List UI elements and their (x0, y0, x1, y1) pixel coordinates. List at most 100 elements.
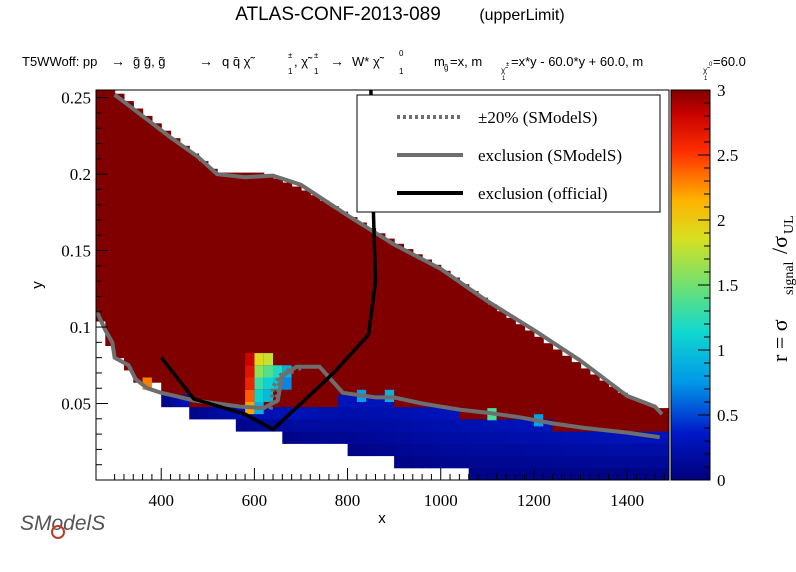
heatmap-cell (552, 382, 563, 395)
heatmap-cell (524, 369, 535, 383)
heatmap-cell (655, 431, 665, 444)
heatmap-cell (394, 320, 404, 334)
heatmap-cell (431, 333, 442, 346)
heatmap-cell (450, 382, 460, 395)
heatmap-cell (431, 431, 442, 444)
heatmap-cell (496, 455, 507, 469)
heatmap-cell (114, 235, 125, 249)
heatmap-cell (291, 308, 302, 322)
heatmap-cell (301, 223, 311, 236)
heatmap-cell (347, 320, 358, 334)
heatmap-cell (384, 369, 395, 383)
heatmap-cell (506, 382, 516, 395)
heatmap-cell (506, 406, 516, 420)
heatmap-cell (170, 382, 181, 395)
heatmap-cell (338, 394, 349, 408)
heatmap-cell (375, 369, 386, 383)
heatmap-cell (412, 357, 423, 371)
heatmap-cell (226, 198, 237, 212)
heatmap-cell (543, 369, 554, 383)
heatmap-cell (282, 406, 293, 420)
heatmap-cell (412, 369, 423, 383)
heatmap-cell (478, 431, 488, 444)
heatmap-cell (151, 174, 162, 187)
heatmap-cell (282, 186, 293, 200)
heatmap-cell (403, 296, 414, 310)
heatmap-cell (161, 174, 172, 187)
heatmap-cell (207, 210, 218, 224)
heatmap-cell (207, 382, 218, 395)
heatmap-cell (636, 467, 647, 480)
heatmap-cell (328, 431, 339, 444)
heatmap-cell (124, 284, 134, 297)
heatmap-cell (431, 345, 442, 359)
heatmap-cell (515, 455, 526, 469)
heatmap-cell (422, 357, 432, 371)
heatmap-cell (254, 172, 265, 175)
heatmap-cell (328, 308, 339, 322)
heatmap-cell (282, 320, 293, 334)
heatmap-cell (468, 308, 479, 322)
heatmap-cell (617, 443, 628, 457)
heatmap-cell (422, 369, 432, 383)
heatmap-cell (328, 272, 339, 285)
heatmap-hot-cell (282, 377, 292, 390)
heatmap-cell (506, 333, 516, 346)
heatmap-cell (496, 418, 507, 432)
heatmap-cell (450, 345, 460, 359)
heatmap-cell (124, 272, 134, 285)
heatmap-cell (412, 455, 423, 469)
heatmap-cell (552, 455, 563, 469)
heatmap-cell (356, 369, 367, 383)
heatmap-cell (151, 137, 162, 151)
process-sup3: 0 (399, 49, 404, 58)
heatmap-cell (478, 308, 488, 322)
heatmap-cell (254, 247, 265, 261)
heatmap-cell (189, 186, 200, 200)
heatmap-cell (487, 369, 498, 383)
heatmap-cell (179, 149, 190, 163)
heatmap-cell (226, 357, 237, 371)
heatmap-cell (198, 272, 209, 285)
x-tick-label: 1000 (424, 491, 458, 510)
heatmap-cell (226, 284, 237, 297)
heatmap-cell (235, 284, 246, 297)
heatmap-cell (124, 161, 134, 175)
heatmap-cell (301, 284, 311, 297)
heatmap-cell (394, 418, 404, 432)
heatmap-cell (114, 333, 125, 346)
heatmap-cell (245, 235, 255, 249)
heatmap-cell (124, 296, 134, 310)
heatmap-cell (301, 418, 311, 432)
heatmap-cell (478, 345, 488, 359)
heatmap-cell (254, 235, 265, 249)
heatmap-cell (96, 112, 106, 126)
heatmap-cell (580, 368, 591, 371)
heatmap-cell (338, 308, 349, 322)
heatmap-cell (580, 406, 591, 420)
heatmap-cell (450, 369, 460, 383)
heatmap-cell (105, 210, 116, 224)
heatmap-cell (161, 223, 172, 236)
heatmap-cell (291, 406, 302, 420)
heatmap-cell (161, 284, 172, 297)
heatmap-cell (375, 394, 386, 408)
heatmap-cell (403, 333, 414, 346)
heatmap-cell (161, 259, 172, 273)
heatmap-cell (478, 333, 488, 346)
heatmap-cell (189, 198, 200, 212)
heatmap-cell (403, 455, 414, 469)
heatmap-cell (254, 345, 265, 359)
heatmap-cell (552, 431, 563, 444)
official-exclusion-curve (159, 90, 378, 432)
heatmap-cell (440, 394, 451, 408)
heatmap-cell (356, 235, 367, 249)
heatmap-cell (273, 186, 283, 200)
heatmap-cell (487, 431, 498, 444)
heatmap-cell (161, 186, 172, 200)
heatmap-cell (422, 296, 432, 310)
heatmap-cell (440, 357, 451, 371)
heatmap-cell (319, 308, 330, 322)
heatmap-cell (105, 100, 116, 114)
y-tick-label: 0.2 (70, 165, 91, 184)
